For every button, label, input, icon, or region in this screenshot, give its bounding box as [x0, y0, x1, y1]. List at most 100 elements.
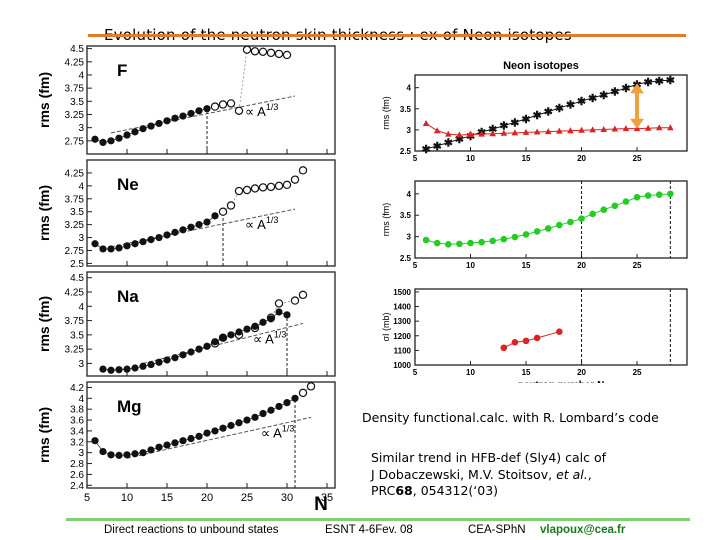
- y-axis-label: rms (fm): [36, 296, 52, 352]
- y-tick-label: 1100: [394, 346, 412, 355]
- filled-point: [107, 366, 115, 374]
- element-label-Ne: Ne: [117, 175, 139, 194]
- data-point: ✱: [533, 110, 542, 122]
- x-tick-label: 5: [84, 492, 90, 504]
- data-point: [433, 239, 441, 247]
- filled-point: [219, 424, 227, 432]
- y-tick-label: 1300: [393, 317, 411, 326]
- data-point: [622, 125, 630, 132]
- filled-point: [219, 334, 227, 342]
- open-point: [266, 48, 276, 58]
- filled-point: [115, 451, 123, 459]
- data-point: ✱: [666, 75, 675, 87]
- x-tick-label: 20: [577, 154, 586, 163]
- data-point: ✱: [499, 121, 508, 133]
- hfb-ref-suffix: , 054312(‘03): [412, 483, 499, 498]
- y-tick-label: 3: [78, 233, 84, 244]
- data-point: [489, 130, 497, 137]
- y-tick-label: 3: [407, 233, 412, 242]
- y-tick-label: 4.5: [70, 44, 84, 55]
- data-point: [556, 221, 563, 229]
- x-tick-label: 10: [466, 261, 475, 270]
- filled-point: [139, 362, 147, 370]
- filled-point: [203, 105, 211, 113]
- data-point: ✱: [433, 141, 442, 153]
- filled-point: [195, 345, 203, 353]
- filled-point: [187, 434, 195, 443]
- filled-point: [203, 218, 211, 226]
- x-axis-label: N: [314, 494, 328, 514]
- y-tick-label: 3.4: [70, 426, 84, 437]
- filled-point: [187, 223, 195, 231]
- filled-point: [235, 419, 243, 427]
- filled-point: [235, 328, 243, 336]
- data-point: [522, 337, 530, 345]
- filled-point: [155, 443, 163, 451]
- y-tick-label: 4.25: [65, 168, 85, 179]
- filled-point: [259, 409, 267, 418]
- x-tick-label: 10: [466, 154, 475, 163]
- open-point: [218, 207, 228, 216]
- filled-point: [275, 308, 283, 316]
- filled-point: [187, 109, 195, 118]
- y-tick-label: 4: [407, 84, 412, 93]
- a13-trend-line: [142, 322, 304, 364]
- filled-point: [99, 245, 107, 253]
- open-point: [250, 184, 260, 193]
- data-point: [578, 215, 585, 222]
- data-point: ✱: [510, 117, 519, 129]
- filled-point: [195, 432, 203, 440]
- data-point: [445, 130, 452, 137]
- x-tick-label: 25: [633, 261, 642, 270]
- y-tick-label: 3.5: [70, 97, 84, 108]
- filled-point: [251, 413, 259, 421]
- y-tick-label: 3.75: [65, 316, 85, 327]
- y-axis-label: σI (mb): [381, 312, 391, 341]
- data-point: ✱: [655, 76, 664, 88]
- filled-point: [91, 135, 99, 143]
- open-point: [210, 102, 220, 111]
- filled-point: [107, 245, 115, 253]
- data-point: [556, 127, 563, 134]
- open-point: [258, 183, 268, 192]
- filled-point: [115, 244, 123, 252]
- data-point: ✱: [610, 86, 619, 98]
- filled-point: [283, 399, 291, 407]
- x-tick-label: 5: [413, 261, 418, 270]
- open-point: [226, 99, 236, 108]
- footer-email[interactable]: vlapoux@cea.fr: [540, 524, 626, 536]
- filled-point: [243, 416, 251, 424]
- y-axis-label: rms (fm): [381, 96, 391, 130]
- x-tick-label: 25: [241, 492, 253, 504]
- y-tick-label: 4.2: [70, 383, 84, 394]
- open-point: [274, 49, 284, 59]
- open-point: [290, 175, 300, 184]
- y-tick-label: 2.5: [70, 259, 84, 270]
- y-tick-label: 4.25: [65, 288, 85, 299]
- isotope-rms-panels: 2.75 3 3.25 3.5 3.75 4 4.25 4.5 rms (fm) F ∝ A1/3 2…: [33, 42, 351, 518]
- filled-point: [259, 318, 267, 326]
- data-point: [622, 198, 630, 205]
- filled-point: [139, 125, 147, 133]
- footer-rule: [66, 518, 690, 521]
- y-tick-label: 3.5: [70, 330, 84, 341]
- filled-point: [99, 365, 107, 373]
- x-tick-label: 5: [413, 368, 418, 377]
- open-point: [234, 106, 244, 116]
- data-point: ✱: [444, 138, 453, 150]
- y-tick-label: 3.75: [65, 194, 85, 205]
- x-tick-label: 15: [522, 261, 531, 270]
- data-point: ✱: [544, 107, 553, 119]
- open-point: [250, 47, 260, 56]
- y-tick-label: 2.75: [65, 136, 85, 147]
- title-underline: [88, 34, 686, 37]
- data-point: ✱: [566, 100, 575, 112]
- filled-series-line: [94, 215, 216, 250]
- data-point: [478, 238, 485, 246]
- filled-point: [131, 364, 139, 372]
- data-point: [611, 202, 619, 210]
- x-tick-label: 25: [633, 368, 642, 377]
- y-tick-label: 3.75: [65, 84, 85, 95]
- open-point: [258, 47, 268, 56]
